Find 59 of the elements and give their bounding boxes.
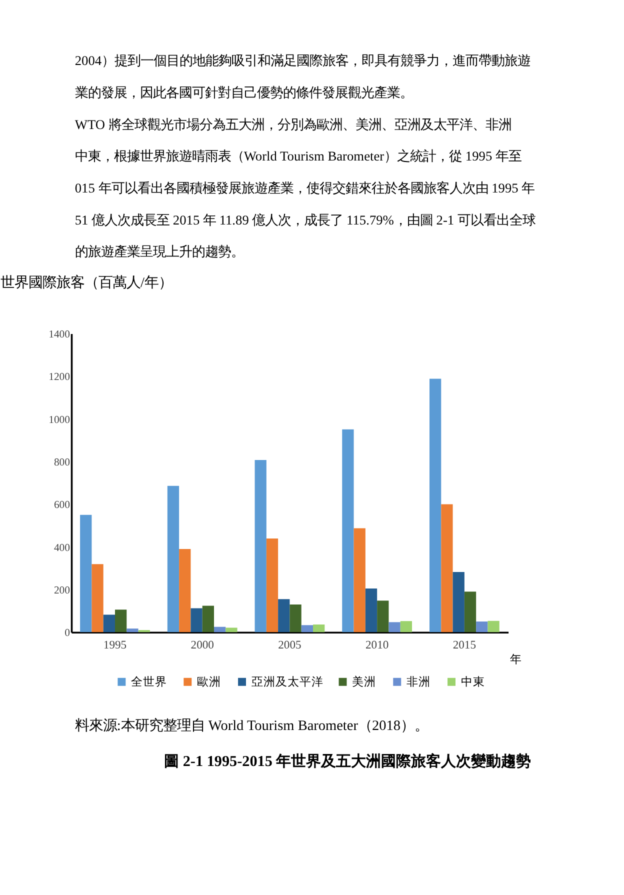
bar: [342, 429, 354, 632]
bar: [290, 604, 302, 632]
bar: [202, 606, 214, 632]
legend-label: 中東: [460, 675, 485, 688]
text: 的旅遊產業呈現上升的趨勢。: [74, 244, 244, 260]
legend-label: 亞洲及太平洋: [251, 675, 324, 688]
bar: [488, 620, 500, 632]
bar: [441, 504, 453, 632]
y-tick-label: 600: [54, 499, 70, 512]
bar: [301, 625, 314, 632]
bar: [429, 378, 442, 632]
bar: [266, 538, 278, 632]
text: 圖 2-1 1995-2015 年世界及五大洲國際旅客人次變動趨勢: [164, 752, 532, 770]
x-axis-title: 年: [510, 652, 522, 666]
bar: [278, 599, 290, 632]
bar: [400, 621, 412, 632]
bar: [103, 614, 115, 632]
text: 業的發展，因此各國可針對自己優勢的條件發展觀光產業。: [74, 84, 413, 100]
bar: [190, 608, 202, 632]
bar: [167, 486, 180, 632]
bar: [313, 624, 325, 632]
text: 中東，根據世界旅遊晴雨表（World Tourism Barometer）之統計，從 1995 年至: [74, 148, 522, 164]
y-tick-label: 800: [54, 456, 70, 469]
legend-label: 美洲: [352, 674, 376, 688]
y-tick-label: 1400: [48, 328, 70, 341]
bar: [80, 514, 92, 632]
legend-label: 全世界: [131, 675, 168, 688]
bar: [92, 564, 104, 632]
x-tick-label: 2010: [365, 638, 389, 652]
bar: [476, 622, 488, 632]
y-tick-label: 200: [54, 584, 70, 597]
legend-label: 非洲: [406, 675, 430, 688]
x-tick-label: 2005: [278, 638, 302, 652]
y-tick-label: 1000: [48, 414, 70, 426]
y-tick-label: 0: [64, 627, 70, 640]
text: 2004）提到一個目的地能夠吸引和滿足國際旅客，即具有競爭力，進而帶動旅遊: [74, 53, 531, 68]
bar: [388, 622, 400, 632]
x-tick-label: 1995: [103, 638, 127, 652]
bar: [464, 592, 476, 632]
legend-label: 歐洲: [197, 675, 222, 688]
bar: [254, 460, 266, 632]
bar: [377, 600, 389, 632]
bar: [452, 572, 464, 632]
y-axis-title: 世界國際旅客（百萬人/年）: [0, 274, 172, 291]
bar: [226, 628, 238, 632]
text: 015 年可以看出各國積極發展旅遊產業，使得交錯來往於各國旅客人次由 1995 年: [74, 180, 535, 196]
bar: [114, 610, 127, 632]
text: WTO 將全球觀光市場分為五大洲，分別為歐洲、美洲、亞洲及太平洋、非洲: [74, 116, 512, 132]
x-tick-label: 2000: [190, 638, 214, 652]
y-tick-label: 400: [54, 542, 70, 554]
x-tick-label: 2015: [452, 638, 476, 652]
bar: [214, 626, 226, 632]
text: 料來源:本研究整理自 World Tourism Barometer（2018）。: [74, 718, 428, 734]
bar: [354, 528, 366, 632]
y-tick-label: 1200: [48, 371, 70, 384]
bar: [179, 548, 191, 632]
text: 51 億人次成長至 2015 年 11.89 億人次，成長了 115.79%，由圖 2-1 可以看出全球: [74, 212, 536, 228]
bar: [126, 628, 138, 632]
bar: [365, 588, 378, 632]
